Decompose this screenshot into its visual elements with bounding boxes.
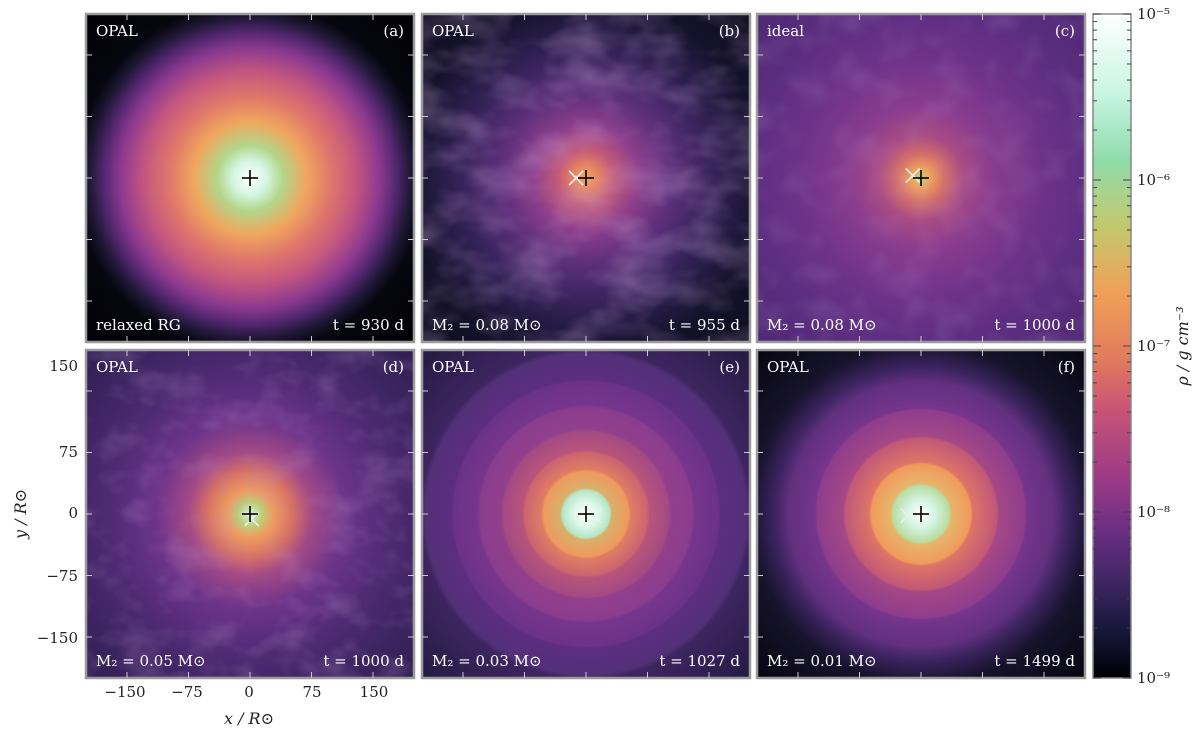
x-axis-label: x / R⊙ <box>224 709 274 728</box>
panel-mass-label: M₂ = 0.01 M⊙ <box>767 652 877 670</box>
panel-id-label: (c) <box>1055 22 1075 40</box>
x-tick-label: −75 <box>171 683 203 701</box>
panel-mass-label: M₂ = 0.03 M⊙ <box>432 652 542 670</box>
panel-mass-label: relaxed RG <box>96 316 181 334</box>
x-axis: −150 −75 0 75 150 x / R⊙ <box>104 683 388 728</box>
colorbar-tick-label: 10⁻⁹ <box>1137 669 1170 687</box>
companion-marker <box>905 167 921 184</box>
panel-f: OPAL (f) M₂ = 0.01 M⊙ t = 1499 d <box>755 348 1087 680</box>
panel-time-label: t = 1000 d <box>323 652 404 670</box>
panel-mass-label: M₂ = 0.08 M⊙ <box>432 316 542 334</box>
panel-e: OPAL (e) M₂ = 0.03 M⊙ t = 1027 d <box>420 348 752 680</box>
colorbar-tick-label: 10⁻⁷ <box>1137 337 1170 355</box>
colorbar-label: ρ / g cm⁻³ <box>1173 306 1192 386</box>
panel-time-label: t = 1000 d <box>994 316 1075 334</box>
panel-eos-label: OPAL <box>432 358 474 376</box>
panel-grid: OPAL (a) relaxed RG t = 930 d OPAL (b) M₂ = 0.… <box>84 12 1087 680</box>
y-tick-label: 75 <box>59 443 78 461</box>
panel-eos-label: OPAL <box>432 22 474 40</box>
core-marker <box>913 170 929 186</box>
panel-time-label: t = 1499 d <box>994 652 1075 670</box>
panel-b: OPAL (b) M₂ = 0.08 M⊙ t = 955 d <box>420 12 752 344</box>
x-tick-label: −150 <box>104 683 145 701</box>
panel-time-label: t = 930 d <box>333 316 405 334</box>
companion-marker <box>900 508 916 524</box>
panel-id-label: (e) <box>719 358 740 376</box>
panel-time-label: t = 955 d <box>669 316 741 334</box>
colorbar-tick-label: 10⁻⁶ <box>1137 171 1170 189</box>
panel-eos-label: ideal <box>767 22 804 40</box>
y-axis-label: y / R⊙ <box>11 489 30 540</box>
colorbar-tick-label: 10⁻⁸ <box>1137 503 1170 521</box>
x-tick-label: 150 <box>360 683 389 701</box>
y-tick-label: 0 <box>68 504 78 522</box>
colorbar-ticks <box>1093 13 1131 679</box>
panel-id-label: (a) <box>383 22 404 40</box>
colorbar-tick-label: 10⁻⁵ <box>1137 5 1170 23</box>
x-tick-label: 0 <box>244 683 254 701</box>
panel-eos-label: OPAL <box>96 358 138 376</box>
core-marker <box>913 506 929 522</box>
panel-id-label: (b) <box>719 22 740 40</box>
core-marker <box>242 170 258 186</box>
panel-eos-label: OPAL <box>96 22 138 40</box>
core-marker <box>578 170 594 186</box>
core-marker <box>578 506 594 522</box>
panel-a: OPAL (a) relaxed RG t = 930 d <box>84 12 416 344</box>
y-tick-label: −75 <box>46 567 78 585</box>
panel-mass-label: M₂ = 0.05 M⊙ <box>96 652 206 670</box>
panel-c: ideal (c) M₂ = 0.08 M⊙ t = 1000 d <box>755 12 1087 344</box>
colorbar: 10⁻⁵ 10⁻⁶ 10⁻⁷ 10⁻⁸ 10⁻⁹ ρ / g cm⁻³ <box>1092 5 1192 687</box>
panel-id-label: (d) <box>383 358 404 376</box>
core-marker <box>242 506 258 522</box>
y-tick-label: 150 <box>49 357 78 375</box>
panel-time-label: t = 1027 d <box>659 652 740 670</box>
panel-mass-label: M₂ = 0.08 M⊙ <box>767 316 877 334</box>
companion-marker <box>586 508 602 524</box>
panel-eos-label: OPAL <box>767 358 809 376</box>
y-tick-label: −150 <box>37 629 78 647</box>
companion-marker <box>568 170 584 186</box>
panel-d: OPAL (d) M₂ = 0.05 M⊙ t = 1000 d <box>84 348 416 680</box>
x-tick-label: 75 <box>302 683 321 701</box>
y-axis: 150 75 0 −75 −150 y / R⊙ <box>11 357 78 647</box>
panel-id-label: (f) <box>1058 358 1075 376</box>
